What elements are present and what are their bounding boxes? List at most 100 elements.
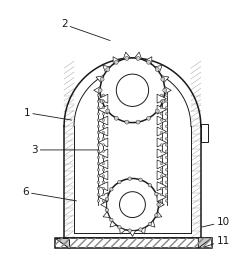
Circle shape [105, 197, 109, 201]
Circle shape [97, 162, 100, 165]
Circle shape [160, 181, 163, 183]
Circle shape [160, 162, 163, 165]
Circle shape [165, 106, 168, 109]
Circle shape [165, 193, 168, 196]
Polygon shape [64, 58, 201, 238]
Circle shape [114, 116, 118, 120]
Circle shape [110, 188, 113, 191]
Circle shape [160, 106, 163, 109]
Circle shape [161, 77, 165, 81]
Circle shape [160, 113, 163, 115]
Polygon shape [98, 127, 108, 136]
Circle shape [98, 88, 102, 92]
Circle shape [165, 119, 168, 121]
Polygon shape [157, 138, 166, 147]
Polygon shape [157, 116, 166, 125]
Text: 2: 2 [61, 19, 110, 40]
Polygon shape [157, 182, 166, 191]
Circle shape [139, 178, 142, 182]
Bar [56, 238, 212, 248]
Circle shape [136, 120, 140, 124]
Circle shape [102, 106, 104, 109]
Polygon shape [157, 171, 166, 180]
Circle shape [102, 144, 104, 146]
Text: 6: 6 [22, 187, 76, 201]
Bar [201, 124, 208, 142]
Circle shape [102, 169, 104, 171]
Polygon shape [101, 202, 106, 208]
Circle shape [160, 187, 163, 190]
Circle shape [165, 100, 168, 103]
Polygon shape [157, 193, 166, 202]
Polygon shape [157, 105, 166, 114]
Circle shape [155, 67, 159, 72]
Polygon shape [74, 68, 191, 233]
Circle shape [97, 200, 100, 202]
Circle shape [97, 175, 100, 177]
Circle shape [160, 138, 163, 140]
Polygon shape [149, 221, 155, 227]
Circle shape [102, 119, 104, 121]
Polygon shape [123, 52, 130, 59]
Circle shape [102, 150, 104, 152]
Circle shape [102, 113, 104, 115]
Circle shape [148, 222, 152, 226]
Circle shape [97, 169, 100, 171]
Polygon shape [157, 160, 166, 169]
Circle shape [102, 100, 104, 103]
Circle shape [114, 60, 118, 64]
Polygon shape [98, 149, 108, 158]
Circle shape [165, 175, 168, 177]
Circle shape [102, 131, 104, 134]
Circle shape [160, 119, 163, 121]
Circle shape [160, 200, 163, 202]
Polygon shape [129, 231, 136, 236]
Circle shape [160, 94, 163, 97]
Polygon shape [103, 65, 110, 72]
Circle shape [155, 109, 159, 113]
Circle shape [147, 60, 150, 64]
Circle shape [97, 113, 100, 115]
Circle shape [125, 120, 129, 124]
Polygon shape [103, 212, 110, 218]
Circle shape [100, 99, 104, 103]
Text: 1: 1 [24, 108, 72, 120]
Circle shape [118, 226, 121, 229]
Circle shape [154, 192, 158, 196]
Circle shape [160, 131, 163, 134]
Circle shape [97, 94, 100, 97]
Circle shape [163, 88, 167, 92]
Circle shape [125, 56, 129, 60]
Circle shape [102, 181, 104, 183]
Polygon shape [98, 105, 108, 114]
Circle shape [160, 193, 163, 196]
Circle shape [165, 94, 168, 97]
Circle shape [165, 200, 168, 202]
Circle shape [97, 193, 100, 196]
Circle shape [160, 150, 163, 152]
Polygon shape [98, 116, 108, 125]
Circle shape [160, 169, 163, 171]
Circle shape [105, 208, 109, 212]
Circle shape [97, 181, 100, 183]
Polygon shape [98, 160, 108, 169]
Circle shape [106, 109, 110, 113]
Circle shape [165, 125, 168, 128]
Text: 3: 3 [31, 145, 99, 155]
Circle shape [110, 218, 113, 222]
Circle shape [102, 200, 104, 202]
Polygon shape [96, 76, 103, 82]
Polygon shape [110, 221, 116, 227]
Polygon shape [98, 182, 108, 191]
Circle shape [97, 125, 100, 128]
Polygon shape [162, 76, 169, 82]
Circle shape [165, 169, 168, 171]
Circle shape [165, 162, 168, 165]
Circle shape [97, 106, 100, 109]
Polygon shape [158, 202, 164, 208]
Polygon shape [120, 227, 125, 234]
Polygon shape [146, 57, 152, 64]
Circle shape [128, 229, 132, 232]
Circle shape [148, 183, 152, 187]
Circle shape [106, 67, 110, 72]
